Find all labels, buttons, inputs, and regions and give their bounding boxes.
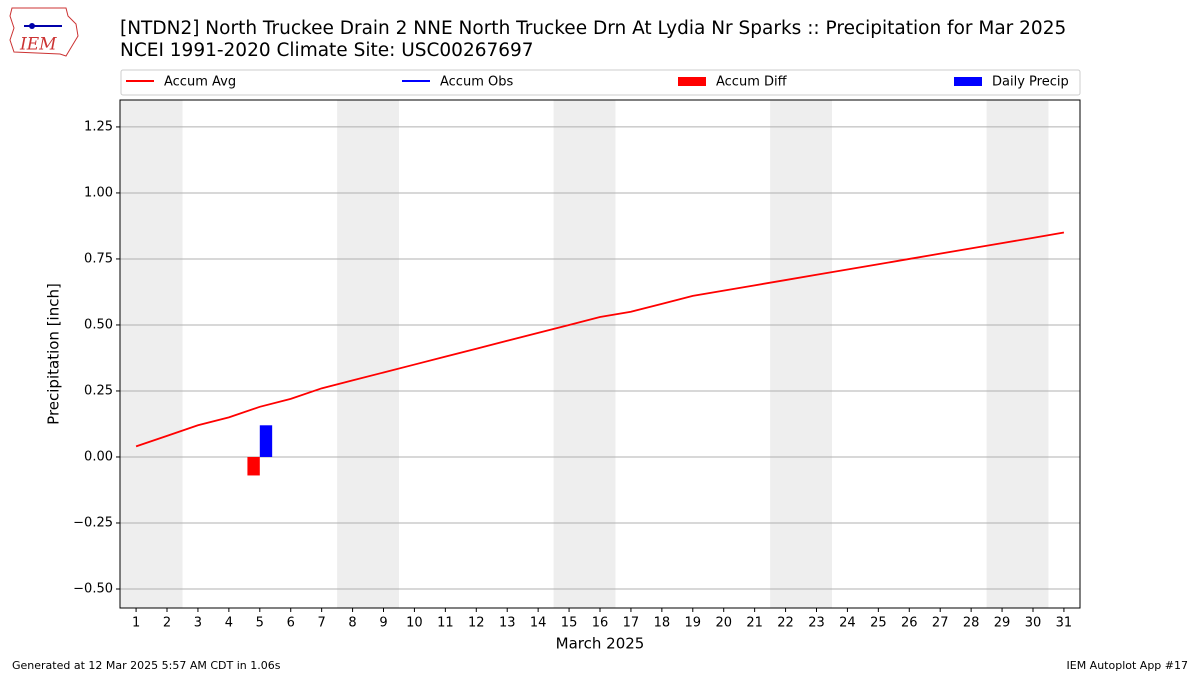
x-tick-label: 19 <box>685 616 702 631</box>
weekend-shade <box>120 100 152 608</box>
x-tick-label: 27 <box>932 616 949 631</box>
chart-title: [NTDN2] North Truckee Drain 2 NNE North … <box>120 18 1066 39</box>
legend-handle <box>678 77 706 86</box>
x-tick-label: 11 <box>437 616 454 631</box>
y-tick-label: 1.00 <box>84 185 113 200</box>
x-tick-label: 18 <box>654 616 671 631</box>
x-tick-label: 1 <box>132 616 140 631</box>
legend-label: Accum Avg <box>164 75 236 90</box>
y-axis-label: Precipitation [inch] <box>45 283 63 425</box>
x-tick-label: 17 <box>623 616 640 631</box>
x-tick-label: 2 <box>163 616 171 631</box>
x-tick-label: 10 <box>406 616 423 631</box>
legend-handle <box>954 77 982 86</box>
x-tick-label: 3 <box>194 616 202 631</box>
bar <box>259 425 273 457</box>
x-tick-label: 22 <box>777 616 794 631</box>
legend-label: Daily Precip <box>992 75 1069 90</box>
x-tick-label: 24 <box>839 616 856 631</box>
line <box>135 231 1065 448</box>
y-tick-label: 0.50 <box>84 317 113 332</box>
weekend-shade <box>801 100 832 608</box>
weekend-shade <box>151 100 183 608</box>
y-tick-label: −0.50 <box>73 581 113 596</box>
x-tick-label: 23 <box>808 616 825 631</box>
x-tick-label: 30 <box>1025 616 1042 631</box>
y-tick-label: 1.25 <box>84 119 113 134</box>
x-tick-label: 12 <box>468 616 485 631</box>
footer-left: Generated at 12 Mar 2025 5:57 AM CDT in … <box>12 659 281 672</box>
weekend-shade <box>986 100 1018 608</box>
x-tick-label: 31 <box>1056 616 1073 631</box>
y-tick-label: −0.25 <box>73 515 113 530</box>
x-tick-label: 28 <box>963 616 980 631</box>
x-tick-label: 15 <box>561 616 578 631</box>
legend-label: Accum Diff <box>716 75 788 90</box>
x-tick-label: 6 <box>287 616 295 631</box>
x-tick-label: 9 <box>379 616 387 631</box>
y-tick-label: 0.00 <box>84 449 113 464</box>
x-tick-label: 26 <box>901 616 918 631</box>
weekend-shade <box>368 100 399 608</box>
weekend-shade <box>1017 100 1049 608</box>
x-tick-label: 13 <box>499 616 516 631</box>
weekend-shade <box>770 100 802 608</box>
x-tick-label: 21 <box>746 616 763 631</box>
x-tick-label: 16 <box>592 616 609 631</box>
y-tick-label: 0.75 <box>84 251 113 266</box>
legend-box <box>120 69 1081 96</box>
x-tick-label: 5 <box>256 616 264 631</box>
x-tick-label: 7 <box>318 616 326 631</box>
logo-text: IEM <box>19 35 57 55</box>
x-tick-label: 8 <box>348 616 356 631</box>
x-tick-label: 14 <box>530 616 547 631</box>
footer-right: IEM Autoplot App #17 <box>1067 659 1189 672</box>
weekend-shade <box>337 100 369 608</box>
y-tick-label: 0.25 <box>84 383 113 398</box>
x-tick-label: 29 <box>994 616 1011 631</box>
bar <box>247 456 260 476</box>
x-axis-label: March 2025 <box>556 635 645 653</box>
plot-frame <box>119 99 1081 609</box>
logo: IEM <box>9 7 79 57</box>
x-tick-label: 20 <box>715 616 732 631</box>
weekend-shade <box>584 100 616 608</box>
x-tick-label: 4 <box>225 616 233 631</box>
legend-label: Accum Obs <box>440 75 513 90</box>
chart-subtitle: NCEI 1991-2020 Climate Site: USC00267697 <box>120 40 534 61</box>
x-tick-label: 25 <box>870 616 887 631</box>
weekend-shade <box>553 100 585 608</box>
